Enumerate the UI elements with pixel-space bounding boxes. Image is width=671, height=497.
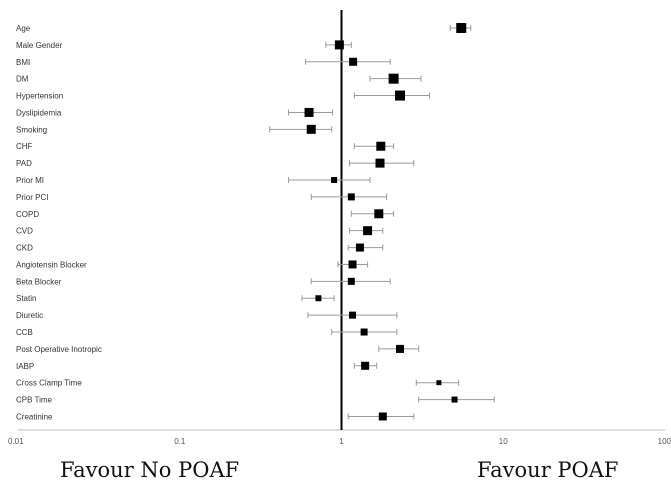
footer: Favour No POAF Favour POAF bbox=[0, 450, 671, 490]
row-label: PAD bbox=[16, 159, 32, 168]
x-tick-label: 100 bbox=[658, 437, 671, 446]
row-label: Post Operative Inotropic bbox=[16, 345, 102, 354]
estimate-marker bbox=[376, 141, 386, 151]
row-label: CCB bbox=[16, 328, 33, 337]
estimate-marker bbox=[334, 40, 344, 50]
x-tick-label: 1 bbox=[339, 437, 344, 446]
estimate-marker bbox=[374, 209, 384, 219]
row-label: Statin bbox=[16, 294, 36, 303]
estimate-marker bbox=[456, 23, 467, 33]
row-label: Cross Clamp Time bbox=[16, 379, 82, 388]
estimate-marker bbox=[378, 412, 387, 421]
row-label: Hypertension bbox=[16, 92, 63, 101]
row-label: Prior PCI bbox=[16, 193, 48, 202]
row-label: Male Gender bbox=[16, 41, 63, 50]
x-tick-label: 0.01 bbox=[8, 437, 24, 446]
row-label: COPD bbox=[16, 210, 39, 219]
row-label: Creatinine bbox=[16, 412, 53, 421]
estimate-marker bbox=[361, 361, 370, 370]
estimate-marker bbox=[349, 57, 358, 66]
estimate-marker bbox=[360, 328, 368, 336]
favour-right-label: Favour POAF bbox=[477, 458, 619, 482]
estimate-marker bbox=[395, 90, 406, 101]
row-label: CPB Time bbox=[16, 396, 53, 405]
x-tick-label: 0.1 bbox=[174, 437, 186, 446]
row-label: DM bbox=[16, 75, 29, 84]
row-label: CVD bbox=[16, 227, 33, 236]
estimate-marker bbox=[315, 295, 322, 302]
estimate-marker bbox=[396, 344, 405, 353]
estimate-marker bbox=[347, 193, 355, 201]
row-label: CHF bbox=[16, 142, 33, 151]
estimate-marker bbox=[331, 177, 338, 184]
row-label: Prior MI bbox=[16, 176, 44, 185]
estimate-marker bbox=[355, 243, 364, 252]
estimate-marker bbox=[349, 311, 357, 319]
row-label: BMI bbox=[16, 58, 30, 67]
favour-left-label: Favour No POAF bbox=[60, 458, 240, 482]
estimate-marker bbox=[375, 158, 385, 168]
estimate-marker bbox=[304, 107, 314, 117]
estimate-marker bbox=[436, 380, 442, 386]
row-label: IABP bbox=[16, 362, 34, 371]
row-label: Age bbox=[16, 24, 31, 33]
row-label: Beta Blocker bbox=[16, 277, 62, 286]
estimate-marker bbox=[347, 277, 355, 285]
row-label: Angiotensin Blocker bbox=[16, 260, 87, 269]
row-label: Dyslipidemia bbox=[16, 108, 62, 117]
estimate-marker bbox=[388, 73, 399, 84]
x-tick-label: 10 bbox=[499, 437, 508, 446]
forest-plot: 0.01 0.1 1 10 100 Age Male Gender BMI DM Hyperten… bbox=[8, 10, 671, 446]
estimate-marker bbox=[348, 260, 357, 269]
row-label: Smoking bbox=[16, 125, 47, 134]
estimate-marker bbox=[363, 226, 373, 236]
row-label: Diuretic bbox=[16, 311, 43, 320]
estimate-marker bbox=[451, 396, 458, 403]
estimate-marker bbox=[306, 124, 316, 134]
row-label: CKD bbox=[16, 244, 33, 253]
